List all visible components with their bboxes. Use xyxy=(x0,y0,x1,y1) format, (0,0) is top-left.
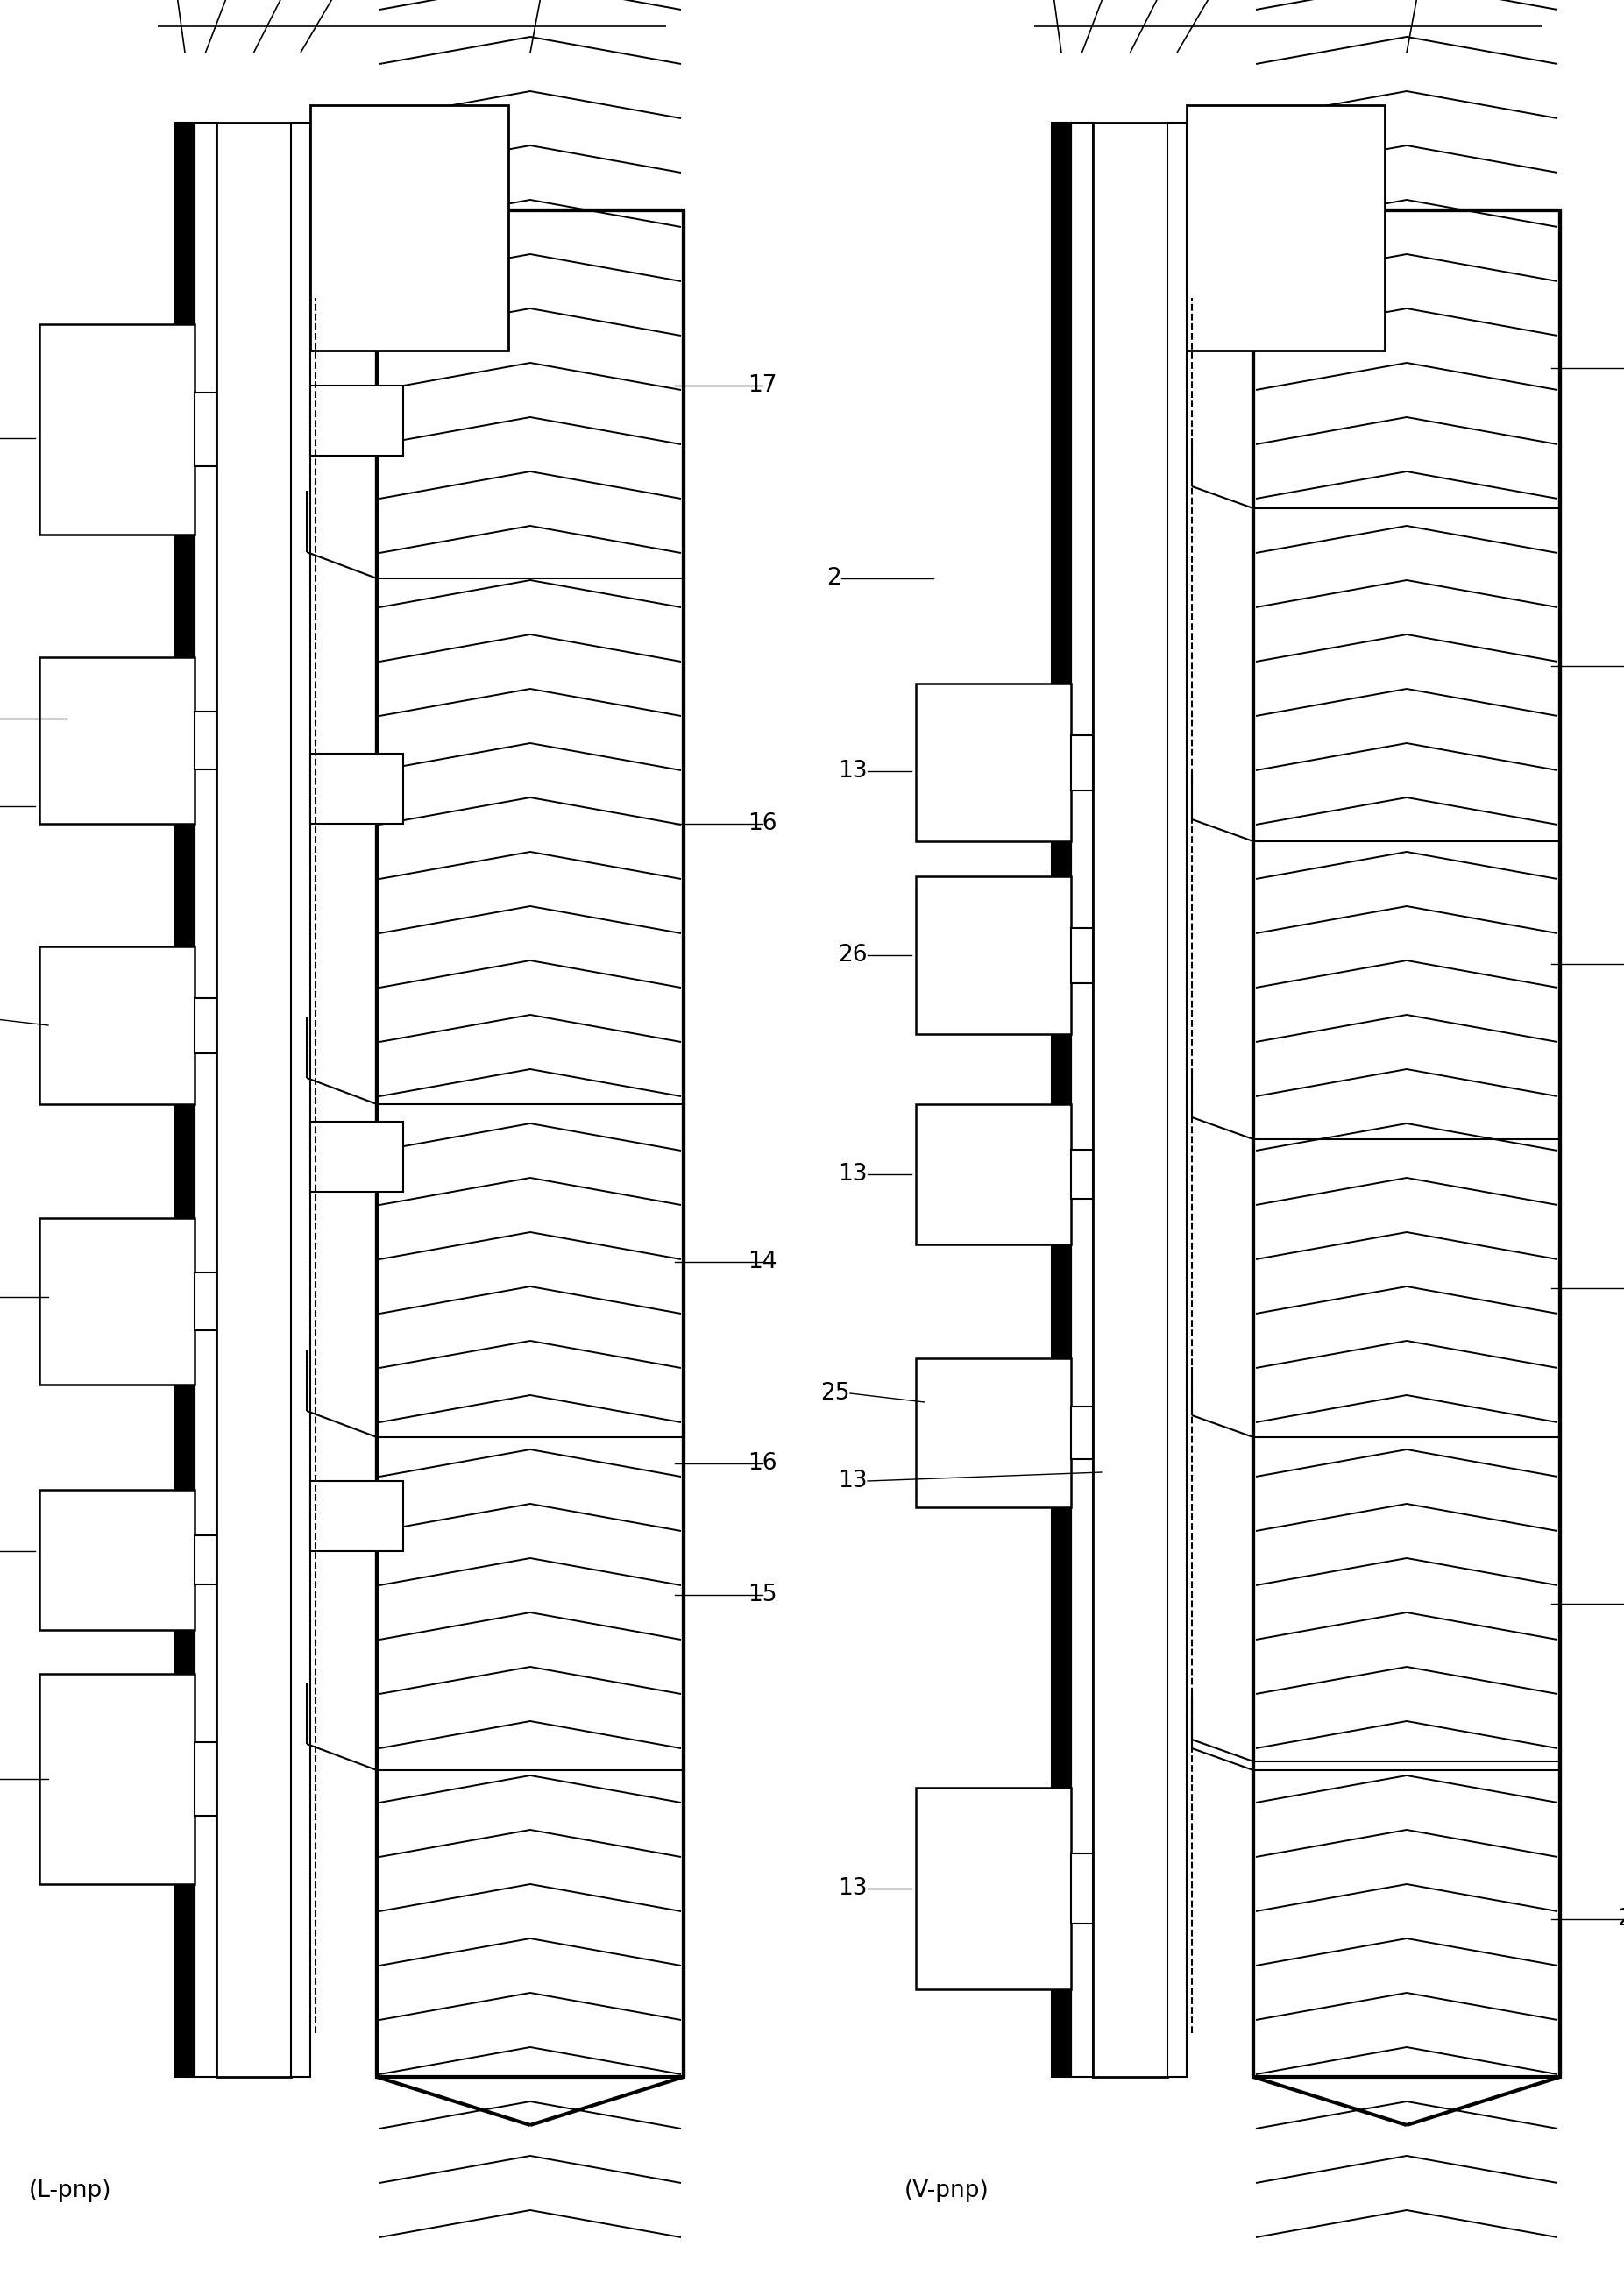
Bar xyxy=(39,657,195,824)
Text: 17: 17 xyxy=(747,374,778,397)
Text: 14: 14 xyxy=(747,1251,778,1274)
Bar xyxy=(1070,735,1093,790)
Text: 16: 16 xyxy=(747,1451,778,1474)
Bar xyxy=(291,122,310,2078)
Bar xyxy=(39,1674,195,1885)
Bar xyxy=(39,1219,195,1384)
Bar xyxy=(195,393,216,466)
Bar xyxy=(1168,122,1187,2078)
Text: 16: 16 xyxy=(747,813,778,836)
Bar xyxy=(39,324,195,535)
Bar xyxy=(916,1104,1070,1244)
Text: (V-pnp): (V-pnp) xyxy=(905,2179,989,2202)
Text: (L-pnp): (L-pnp) xyxy=(29,2179,112,2202)
Bar xyxy=(916,684,1070,840)
Bar xyxy=(916,1359,1070,1506)
Bar xyxy=(1070,1407,1093,1458)
Bar xyxy=(195,1272,216,1329)
Bar xyxy=(39,1490,195,1630)
Text: 22a: 22a xyxy=(1618,1908,1624,1931)
Bar xyxy=(195,712,216,769)
Bar xyxy=(195,122,216,2078)
Bar xyxy=(216,122,291,2078)
Text: 13: 13 xyxy=(838,760,867,783)
Bar xyxy=(39,946,195,1104)
Bar xyxy=(1070,1150,1093,1199)
Bar xyxy=(916,877,1070,1033)
Bar xyxy=(1070,122,1093,2078)
Bar xyxy=(195,1536,216,1584)
Bar xyxy=(916,1789,1070,1988)
Bar xyxy=(175,122,195,2078)
Bar xyxy=(310,1481,403,1552)
Text: 13: 13 xyxy=(838,1469,867,1492)
Text: 26: 26 xyxy=(838,944,867,967)
Bar xyxy=(195,999,216,1054)
Text: 15: 15 xyxy=(747,1584,778,1607)
Bar xyxy=(1070,928,1093,983)
Bar xyxy=(310,386,403,455)
Bar xyxy=(195,1743,216,1816)
Bar xyxy=(310,106,508,351)
Bar xyxy=(1187,106,1385,351)
Bar xyxy=(1093,122,1168,2078)
Bar xyxy=(310,753,403,824)
Bar xyxy=(377,211,684,2078)
Bar xyxy=(1070,1853,1093,1924)
Text: 13: 13 xyxy=(838,1162,867,1185)
Bar xyxy=(310,1123,403,1192)
Bar xyxy=(1052,122,1070,2078)
Text: 25: 25 xyxy=(820,1382,849,1405)
Text: 2: 2 xyxy=(827,567,841,590)
Bar xyxy=(1254,211,1561,2078)
Text: 13: 13 xyxy=(838,1878,867,1899)
